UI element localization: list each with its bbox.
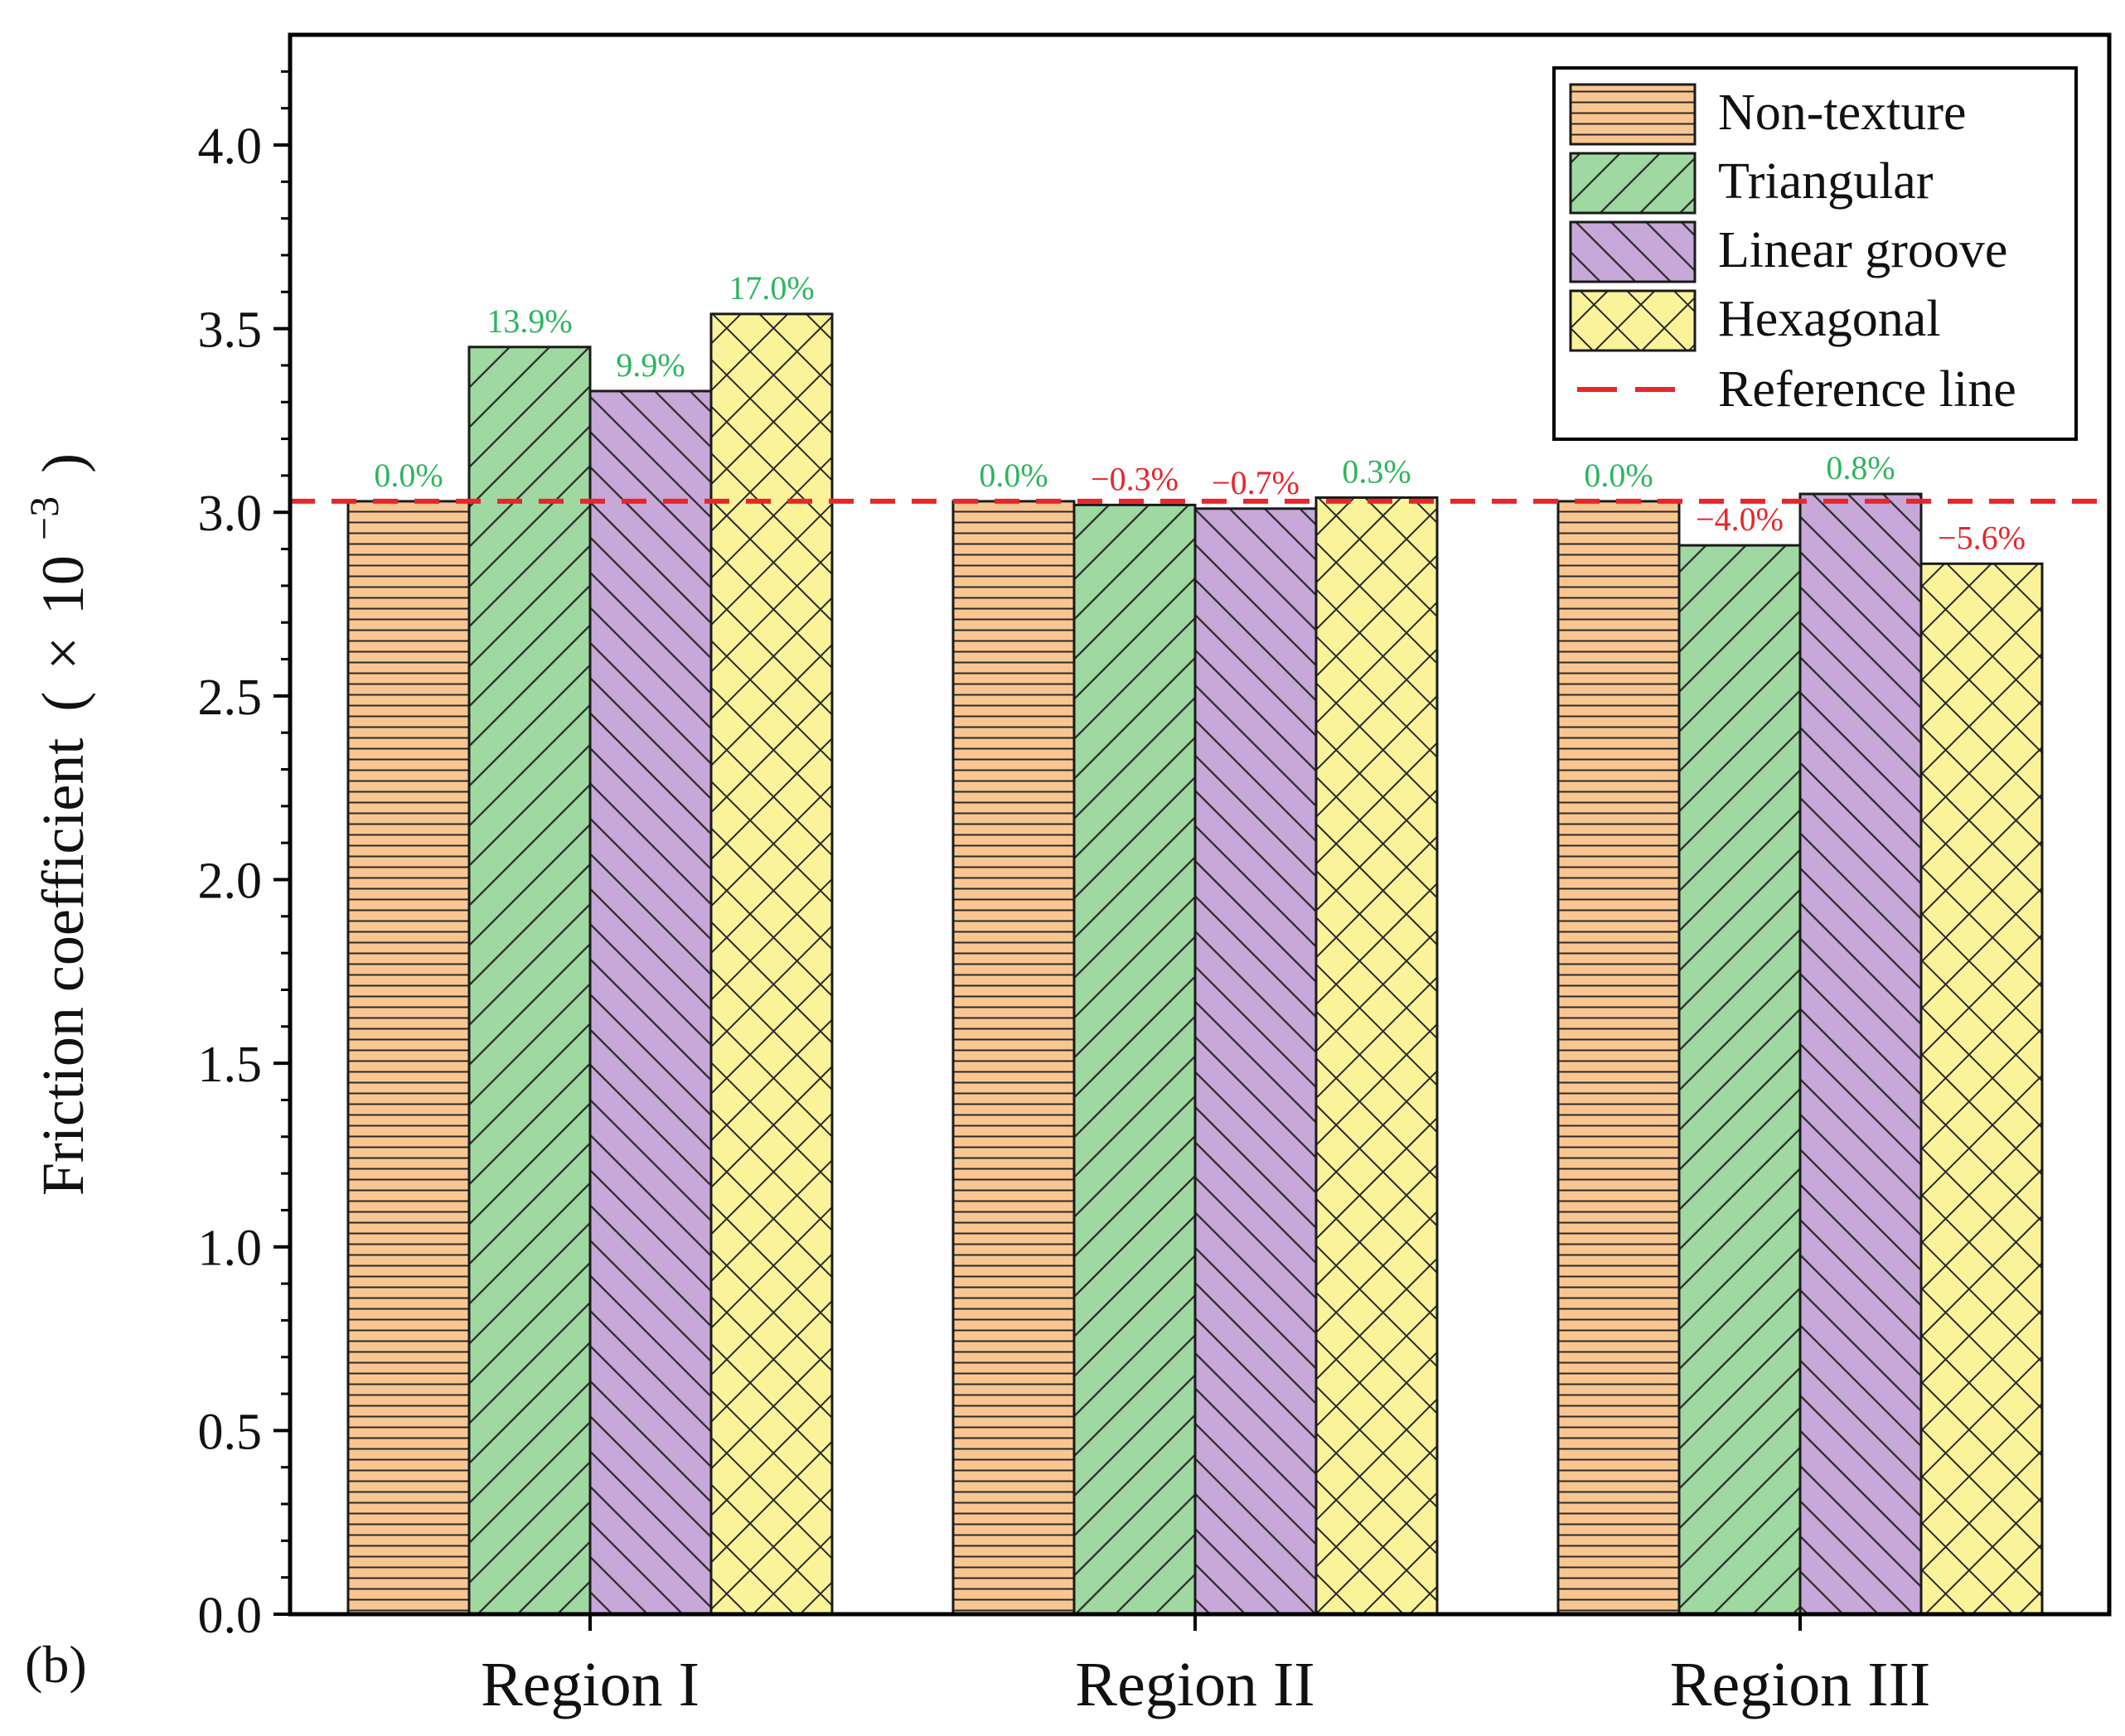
value-label-non-texture-1: 0.0% — [374, 457, 443, 494]
x-axis-ticks: Region I Region II Region III — [481, 1614, 1930, 1719]
value-labels-layer: 0.0% 13.9% 9.9% 17.0% 0.0% −0.3% −0.7% 0.3% 0.0%… — [374, 269, 2026, 556]
bar-non-texture-3 — [1556, 500, 1681, 1616]
legend-label-non-texture: Non-texture — [1718, 85, 1967, 141]
legend: Non-texture Triangular Linear groove Hexago… — [1552, 66, 2078, 441]
bar-linear-groove-1 — [588, 389, 713, 1616]
bar-linear-groove-3 — [1798, 492, 1923, 1616]
y-axis-label-base: 10 — [30, 555, 96, 615]
bar-non-texture-1 — [346, 500, 471, 1616]
y-tick-label: 0.5 — [198, 1404, 263, 1460]
y-axis-label-close: ) — [30, 453, 96, 473]
y-tick-label: 1.5 — [198, 1037, 263, 1093]
legend-swatch-triangular — [1569, 152, 1697, 215]
y-axis-label-exp: −3 — [21, 496, 67, 540]
legend-swatch-non-texture — [1569, 83, 1697, 146]
legend-swatch-linear-groove — [1569, 220, 1697, 283]
value-label-non-texture-2: 0.0% — [979, 457, 1048, 494]
value-label-linear-groove-3: 0.8% — [1826, 449, 1895, 486]
panel-label: (b) — [25, 1635, 87, 1694]
bar-triangular-2 — [1072, 503, 1197, 1616]
legend-label-reference-line: Reference line — [1718, 361, 2016, 418]
value-label-non-texture-3: 0.0% — [1584, 457, 1653, 494]
y-axis-label-times: × — [30, 636, 96, 670]
x-tick-label: Region II — [1075, 1650, 1314, 1719]
x-tick-label: Region III — [1670, 1650, 1930, 1719]
legend-label-triangular: Triangular — [1718, 153, 1934, 210]
legend-label-linear-groove: Linear groove — [1718, 222, 2007, 278]
y-axis-label-main: Friction coefficient — [30, 738, 96, 1196]
bar-linear-groove-2 — [1193, 507, 1318, 1616]
bar-hexagonal-2 — [1314, 496, 1439, 1616]
y-tick-label: 0.0 — [198, 1588, 263, 1644]
bar-non-texture-2 — [951, 500, 1076, 1616]
bar-triangular-1 — [467, 346, 592, 1616]
y-axis-ticks: 0.0 0.5 1.0 1.5 2.0 2.5 3.0 3.5 4.0 — [198, 70, 290, 1644]
legend-swatch-hexagonal — [1569, 289, 1697, 352]
bar-hexagonal-3 — [1919, 562, 2044, 1616]
value-label-triangular-1: 13.9% — [486, 302, 572, 340]
y-axis-label-open: ( — [30, 692, 96, 712]
y-tick-label: 1.0 — [198, 1221, 263, 1277]
value-label-triangular-3: −4.0% — [1696, 500, 1784, 538]
y-tick-label: 2.0 — [198, 853, 263, 909]
y-tick-label: 3.5 — [198, 302, 263, 359]
value-label-hexagonal-2: 0.3% — [1342, 453, 1411, 491]
value-label-hexagonal-3: −5.6% — [1938, 519, 2026, 556]
value-label-linear-groove-2: −0.7% — [1212, 464, 1300, 501]
bar-hexagonal-1 — [709, 312, 834, 1616]
bars-layer — [346, 312, 2044, 1616]
value-label-linear-groove-1: 9.9% — [616, 346, 685, 384]
y-axis-label: Friction coefficient ( × 10 −3 ) — [5, 453, 96, 1196]
legend-label-hexagonal: Hexagonal — [1718, 291, 1941, 347]
value-label-hexagonal-1: 17.0% — [729, 269, 814, 307]
x-tick-label: Region I — [481, 1650, 699, 1719]
plot-frame — [288, 32, 2112, 1617]
axes-layer — [288, 32, 2112, 1617]
value-label-triangular-2: −0.3% — [1091, 460, 1179, 497]
bar-triangular-3 — [1677, 544, 1802, 1616]
y-tick-label: 4.0 — [198, 118, 263, 175]
y-tick-label: 2.5 — [198, 670, 263, 726]
y-tick-label: 3.0 — [198, 486, 263, 542]
